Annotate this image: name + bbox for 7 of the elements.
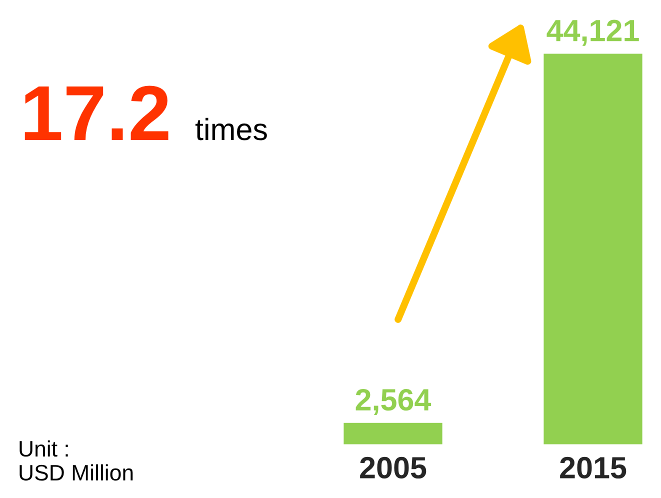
data-label: 2,564 [356,388,432,416]
x-tick-label: 2005 [360,456,426,479]
text: times [195,118,267,140]
x-tick-label: 2015 [560,456,626,479]
text: 17.2 [24,86,168,140]
data-label: 44,121 [546,20,639,46]
text: Unit : USD Million [20,440,133,481]
